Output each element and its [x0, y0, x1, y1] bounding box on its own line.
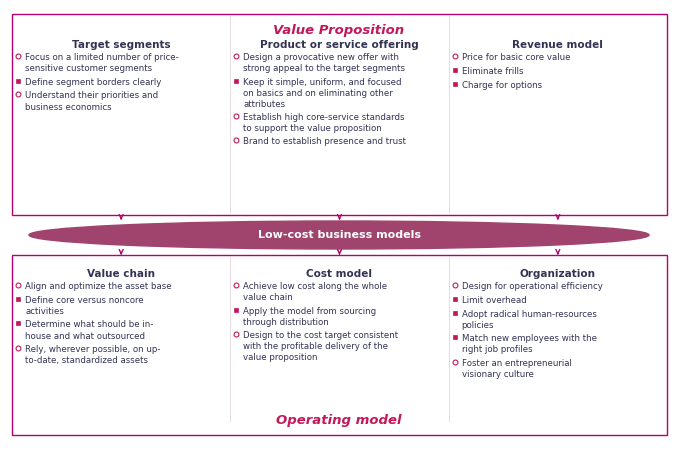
Text: Value chain: Value chain [87, 269, 155, 279]
Bar [12, 14, 667, 215]
Text: Cost model: Cost model [306, 269, 373, 279]
Text: Define segment borders clearly: Define segment borders clearly [25, 78, 162, 87]
Text: Adopt radical human-resources
policies: Adopt radical human-resources policies [462, 310, 597, 330]
Text: Match new employees with the
right job profiles: Match new employees with the right job p… [462, 334, 597, 354]
Text: Eliminate frills: Eliminate frills [462, 67, 523, 76]
Text: Achieve low cost along the whole
value chain: Achieve low cost along the whole value c… [243, 282, 388, 302]
Bar [12, 255, 667, 435]
Text: Price for basic core value: Price for basic core value [462, 53, 570, 62]
Text: Value Proposition: Value Proposition [274, 24, 405, 37]
Text: Target segments: Target segments [72, 40, 170, 50]
Text: Apply the model from sourcing
through distribution: Apply the model from sourcing through di… [243, 307, 376, 327]
Text: Organization: Organization [520, 269, 596, 279]
Text: Design to the cost target consistent
with the profitable delivery of the
value p: Design to the cost target consistent wit… [243, 331, 399, 362]
Text: Design a provocative new offer with
strong appeal to the target segments: Design a provocative new offer with stro… [243, 53, 405, 73]
Text: Focus on a limited number of price-
sensitive customer segments: Focus on a limited number of price- sens… [25, 53, 179, 73]
Text: Establish high core-service standards
to support the value proposition: Establish high core-service standards to… [243, 113, 405, 133]
Text: Operating model: Operating model [276, 414, 402, 427]
Text: Brand to establish presence and trust: Brand to establish presence and trust [243, 137, 406, 146]
Text: Product or service offering: Product or service offering [260, 40, 419, 50]
Text: Foster an entrepreneurial
visionary culture: Foster an entrepreneurial visionary cult… [462, 359, 572, 379]
Text: Align and optimize the asset base: Align and optimize the asset base [25, 282, 172, 291]
Text: Rely, wherever possible, on up-
to-date, standardized assets: Rely, wherever possible, on up- to-date,… [25, 345, 160, 365]
Text: Understand their priorities and
business economics: Understand their priorities and business… [25, 92, 158, 111]
Text: Determine what should be in-
house and what outsourced: Determine what should be in- house and w… [25, 320, 153, 341]
Text: Design for operational efficiency: Design for operational efficiency [462, 282, 602, 291]
Ellipse shape [29, 221, 649, 249]
Text: Keep it simple, uniform, and focused
on basics and on eliminating other
attribut: Keep it simple, uniform, and focused on … [243, 78, 402, 109]
Text: Revenue model: Revenue model [513, 40, 603, 50]
Text: Define core versus noncore
activities: Define core versus noncore activities [25, 296, 144, 316]
Text: Limit overhead: Limit overhead [462, 296, 526, 305]
Text: Low-cost business models: Low-cost business models [257, 230, 420, 240]
Text: Charge for options: Charge for options [462, 81, 542, 90]
